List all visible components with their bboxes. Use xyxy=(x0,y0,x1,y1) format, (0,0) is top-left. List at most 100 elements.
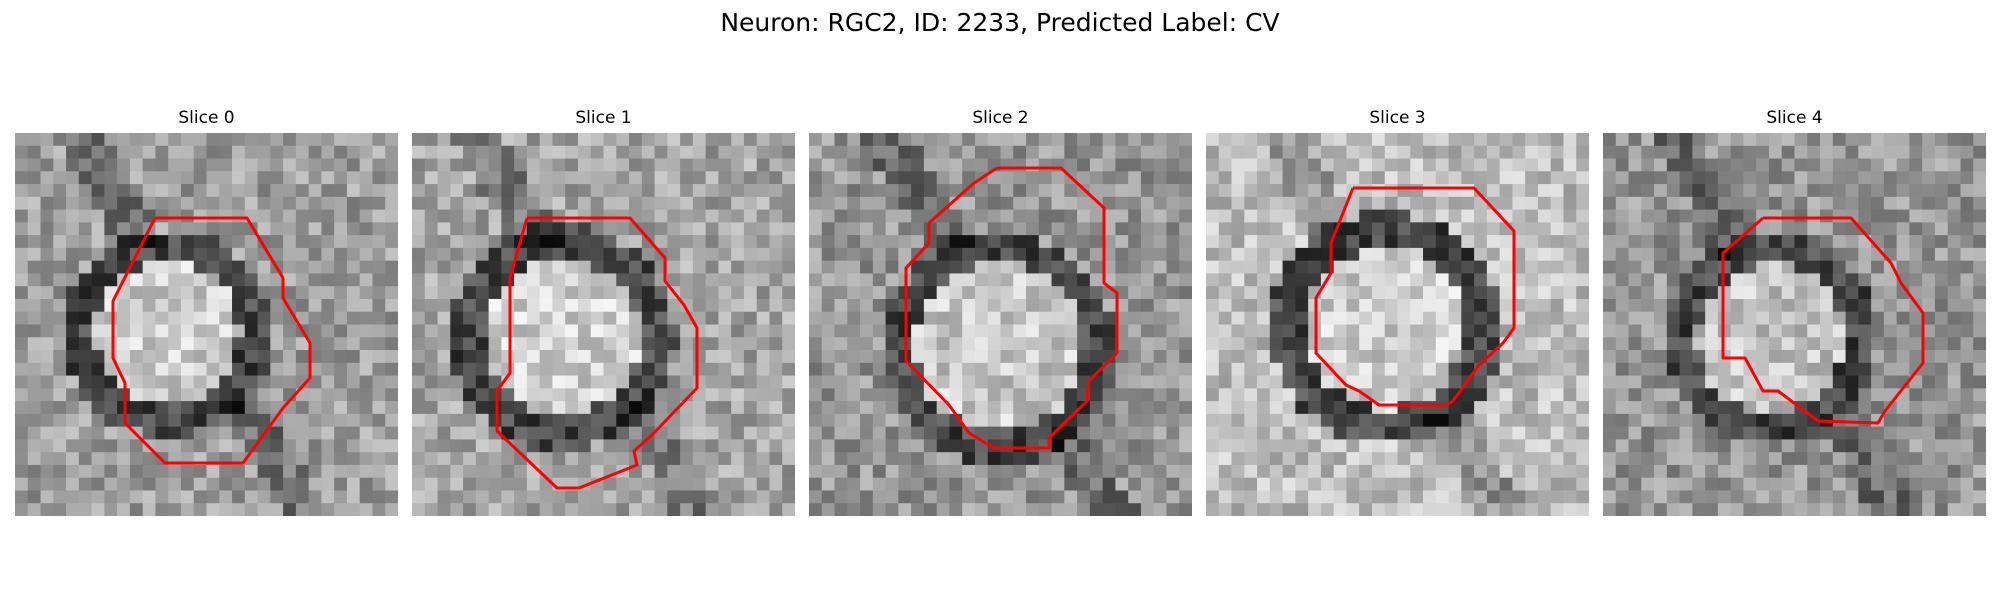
image-pixel xyxy=(142,324,156,338)
image-pixel xyxy=(501,413,515,428)
image-pixel xyxy=(1615,145,1629,159)
image-pixel xyxy=(809,260,823,274)
image-pixel xyxy=(552,439,566,453)
image-pixel xyxy=(1934,260,1949,274)
image-pixel xyxy=(321,324,335,338)
image-pixel xyxy=(463,133,477,147)
image-pixel xyxy=(692,413,707,428)
image-pixel xyxy=(616,158,630,172)
image-pixel xyxy=(1960,184,1974,198)
image-pixel xyxy=(1499,235,1513,249)
image-pixel xyxy=(1883,337,1898,351)
image-pixel xyxy=(1603,362,1617,376)
image-pixel xyxy=(1871,133,1885,147)
image-pixel xyxy=(412,490,426,504)
image-pixel xyxy=(1333,273,1347,287)
image-pixel xyxy=(168,477,182,491)
image-pixel xyxy=(78,324,92,338)
image-pixel xyxy=(1615,324,1629,338)
image-pixel xyxy=(244,477,258,491)
image-pixel xyxy=(40,196,54,210)
image-pixel xyxy=(680,477,694,491)
image-pixel xyxy=(1486,260,1501,274)
image-pixel xyxy=(590,401,604,415)
image-pixel xyxy=(1320,171,1335,185)
image-pixel xyxy=(1397,464,1411,479)
image-pixel xyxy=(1384,350,1398,364)
image-pixel xyxy=(193,362,207,376)
image-pixel xyxy=(463,388,477,402)
image-pixel xyxy=(66,362,80,376)
image-pixel xyxy=(1077,145,1091,159)
image-pixel xyxy=(1486,184,1501,198)
image-pixel xyxy=(1499,247,1513,262)
image-pixel xyxy=(1257,273,1271,287)
image-pixel xyxy=(1960,286,1974,300)
image-pixel xyxy=(334,464,348,479)
image-pixel xyxy=(692,184,707,198)
image-pixel xyxy=(1654,503,1668,516)
image-pixel xyxy=(1896,362,1910,376)
image-pixel xyxy=(1717,184,1732,198)
image-pixel xyxy=(1013,311,1027,325)
image-pixel xyxy=(1820,311,1834,325)
image-pixel xyxy=(129,171,144,185)
image-pixel xyxy=(1461,413,1475,428)
image-pixel xyxy=(1038,350,1052,364)
image-pixel xyxy=(1845,464,1859,479)
image-pixel xyxy=(193,401,207,415)
image-pixel xyxy=(1603,503,1617,516)
image-pixel xyxy=(1333,196,1347,210)
image-pixel xyxy=(283,196,297,210)
image-pixel xyxy=(552,286,566,300)
image-pixel xyxy=(1371,247,1386,262)
image-pixel xyxy=(577,171,592,185)
image-pixel xyxy=(923,196,938,210)
image-pixel xyxy=(539,286,553,300)
image-pixel xyxy=(1435,235,1449,249)
image-pixel xyxy=(1371,196,1386,210)
image-pixel xyxy=(412,222,426,236)
image-pixel xyxy=(1218,196,1232,210)
image-pixel xyxy=(743,401,758,415)
image-pixel xyxy=(321,235,335,249)
image-pixel xyxy=(78,184,92,198)
image-pixel xyxy=(1269,171,1283,185)
image-pixel xyxy=(1845,311,1859,325)
image-pixel xyxy=(1973,209,1986,223)
image-pixel xyxy=(616,209,630,223)
image-pixel xyxy=(1282,490,1296,504)
image-pixel xyxy=(514,184,528,198)
image-pixel xyxy=(1282,413,1296,428)
image-pixel xyxy=(15,350,29,364)
image-pixel xyxy=(1934,413,1949,428)
image-pixel xyxy=(1435,452,1449,466)
image-pixel xyxy=(782,439,795,453)
image-pixel xyxy=(1628,388,1642,402)
image-pixel xyxy=(1896,298,1910,313)
image-pixel xyxy=(1269,324,1283,338)
image-pixel xyxy=(1922,145,1936,159)
image-pixel xyxy=(437,235,451,249)
image-pixel xyxy=(1947,362,1961,376)
image-pixel xyxy=(15,209,29,223)
image-pixel xyxy=(616,375,630,389)
image-pixel xyxy=(1794,503,1808,516)
image-pixel xyxy=(142,503,156,516)
image-pixel xyxy=(860,171,874,185)
image-pixel xyxy=(1525,273,1539,287)
image-pixel xyxy=(1064,286,1078,300)
image-pixel xyxy=(78,298,92,313)
image-pixel xyxy=(629,260,643,274)
image-pixel xyxy=(91,413,105,428)
image-pixel xyxy=(66,247,80,262)
image-pixel xyxy=(1000,196,1014,210)
image-pixel xyxy=(219,196,233,210)
image-pixel xyxy=(1423,273,1437,287)
image-pixel xyxy=(359,477,373,491)
image-pixel xyxy=(91,298,105,313)
image-pixel xyxy=(244,337,258,351)
image-pixel xyxy=(705,439,719,453)
image-pixel xyxy=(206,464,220,479)
image-pixel xyxy=(270,235,284,249)
